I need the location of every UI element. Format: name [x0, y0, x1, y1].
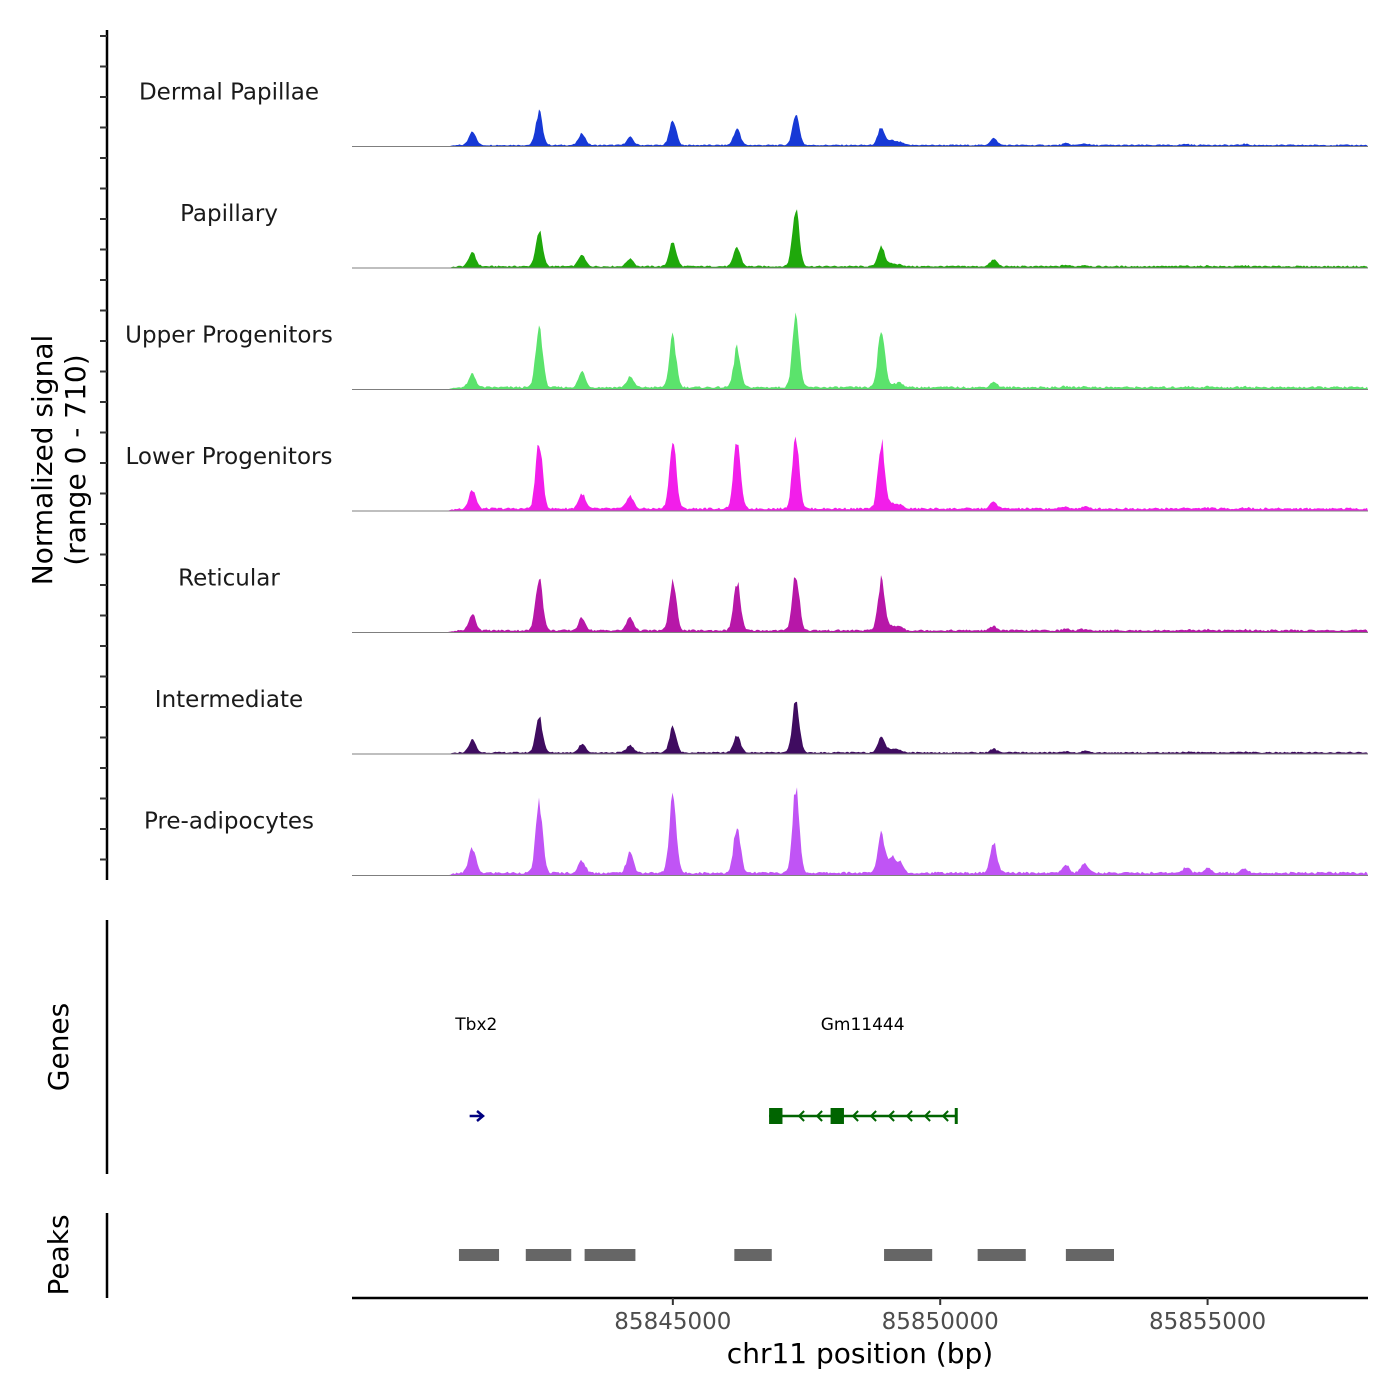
exon	[830, 1108, 844, 1124]
strand-arrow	[923, 1110, 931, 1122]
signal-area	[398, 436, 1368, 511]
y-axis-title-line1: Normalized signal	[26, 335, 59, 586]
x-tick-label: 85855000	[1149, 1309, 1266, 1335]
peaks-track	[458, 1249, 1114, 1261]
track-label: Intermediate	[155, 687, 303, 713]
peak-region	[884, 1249, 933, 1261]
peak-region	[525, 1249, 572, 1261]
track-label: Dermal Papillae	[139, 80, 319, 106]
track-2: Papillary	[180, 201, 1368, 269]
signal-area	[398, 575, 1368, 633]
gene-label: Tbx2	[454, 1015, 497, 1035]
y-axis-title-line2: (range 0 - 710)	[59, 354, 92, 565]
strand-arrow	[851, 1110, 859, 1122]
peak-region	[977, 1249, 1026, 1261]
track-label: Pre-adipocytes	[144, 809, 314, 835]
track-7: Pre-adipocytes	[144, 787, 1368, 876]
genes-track-title: Genes	[42, 1003, 75, 1091]
genes-track: Tbx2 Gm11444	[454, 1015, 958, 1124]
peaks-track-title: Peaks	[42, 1214, 75, 1295]
strand-arrow	[476, 1110, 485, 1122]
x-axis-ticks: 85845000 85850000 85855000	[614, 1298, 1266, 1335]
track-label: Papillary	[180, 201, 278, 227]
track-1: Dermal Papillae	[139, 80, 1368, 147]
signal-area	[398, 701, 1368, 754]
peak-region	[584, 1249, 636, 1261]
peak-region	[1065, 1249, 1114, 1261]
track-6: Intermediate	[155, 687, 1368, 755]
signal-area	[398, 312, 1368, 390]
track-4: Lower Progenitors	[126, 436, 1368, 512]
strand-arrow	[905, 1110, 913, 1122]
peak-region	[734, 1249, 772, 1261]
x-tick-label: 85850000	[882, 1309, 999, 1335]
peak-region	[458, 1249, 500, 1261]
strand-arrow	[869, 1110, 877, 1122]
x-axis-title: chr11 position (bp)	[727, 1337, 993, 1370]
signal-area	[398, 209, 1368, 268]
track-label: Lower Progenitors	[126, 444, 333, 470]
strand-arrow	[941, 1110, 949, 1122]
gene-gm11444: Gm11444	[769, 1015, 958, 1124]
track-3: Upper Progenitors	[125, 312, 1368, 390]
signal-area	[398, 787, 1368, 876]
strand-arrow	[797, 1110, 805, 1122]
strand-arrow	[815, 1110, 823, 1122]
track-label: Upper Progenitors	[125, 323, 333, 349]
track-5: Reticular	[178, 566, 1368, 633]
strand-arrow	[887, 1110, 895, 1122]
gene-label: Gm11444	[821, 1015, 905, 1035]
track-label: Reticular	[178, 566, 280, 592]
signal-tracks: Dermal Papillae Papillary Upper Progenitor…	[125, 80, 1368, 876]
signal-area	[398, 109, 1368, 147]
exon	[769, 1108, 783, 1124]
gene-tbx2: Tbx2	[454, 1015, 497, 1122]
signal-left-axis	[100, 30, 109, 880]
x-tick-label: 85845000	[614, 1309, 731, 1335]
